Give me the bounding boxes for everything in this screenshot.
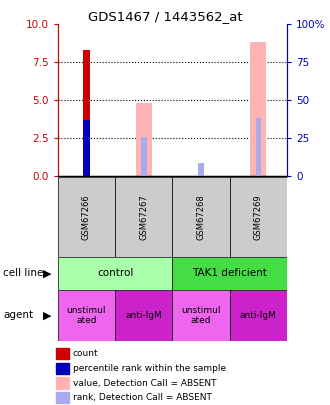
Text: unstimul
ated: unstimul ated [67,306,106,325]
Bar [141,137,147,176]
Text: unstimul
ated: unstimul ated [182,306,221,325]
Bar [230,177,287,257]
Text: agent: agent [3,310,33,320]
Bar [83,50,90,176]
Bar [173,177,230,257]
Text: GSM67268: GSM67268 [197,194,206,240]
Text: rank, Detection Call = ABSENT: rank, Detection Call = ABSENT [73,393,212,402]
Text: anti-IgM: anti-IgM [125,311,162,320]
Bar [230,290,287,341]
Bar [56,363,69,374]
Bar [56,377,69,389]
Bar [83,120,90,176]
Text: anti-IgM: anti-IgM [240,311,277,320]
Bar [250,42,266,176]
Text: GDS1467 / 1443562_at: GDS1467 / 1443562_at [88,10,242,23]
Bar [198,163,204,176]
Text: GSM67266: GSM67266 [82,194,91,240]
Text: count: count [73,349,98,358]
Bar [58,177,115,257]
Text: control: control [97,269,133,278]
Text: TAK1 deficient: TAK1 deficient [192,269,267,278]
Bar [255,119,261,176]
Text: cell line: cell line [3,269,44,278]
Text: GSM67267: GSM67267 [139,194,148,240]
Bar [58,257,173,290]
Text: percentile rank within the sample: percentile rank within the sample [73,364,226,373]
Bar [173,257,287,290]
Bar [56,348,69,359]
Text: GSM67269: GSM67269 [254,194,263,240]
Text: ▶: ▶ [43,310,51,320]
Bar [115,290,173,341]
Bar [173,290,230,341]
Bar [58,290,115,341]
Bar [115,177,173,257]
Bar [136,102,152,176]
Text: ▶: ▶ [43,269,51,278]
Text: value, Detection Call = ABSENT: value, Detection Call = ABSENT [73,379,216,388]
Bar [56,392,69,403]
